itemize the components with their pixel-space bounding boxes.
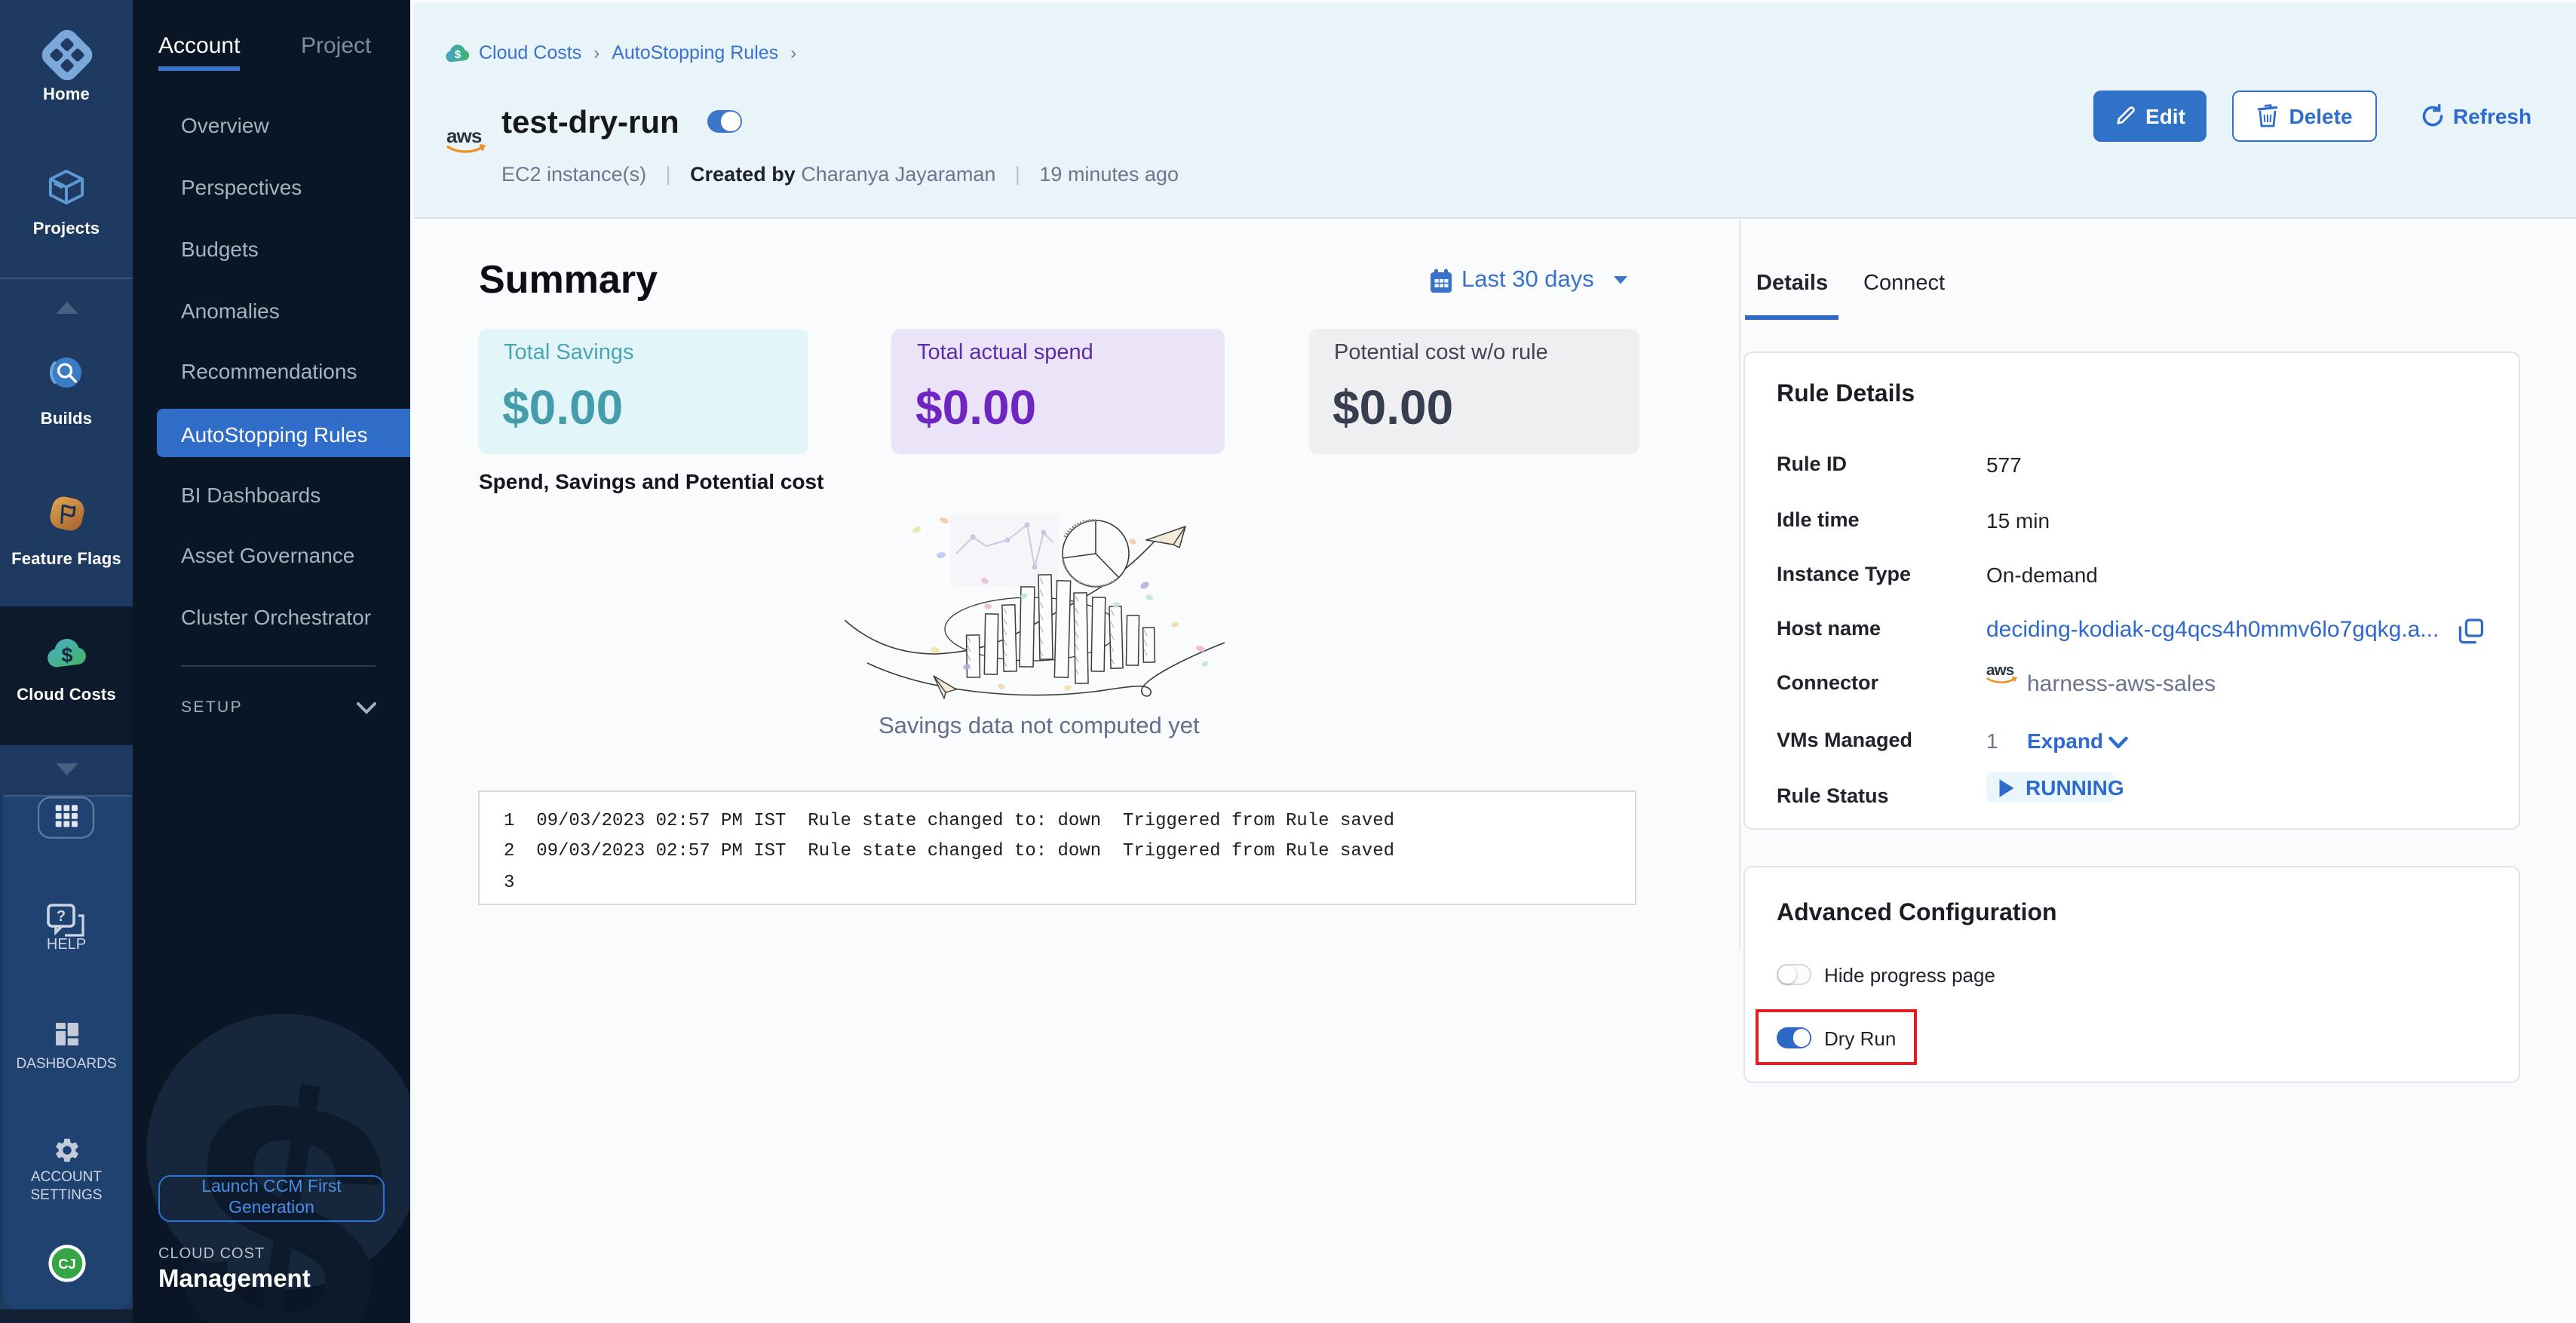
svg-text:$: $: [454, 48, 460, 60]
svg-text:?: ?: [57, 908, 66, 925]
svg-text:CJ: CJ: [57, 1255, 75, 1271]
svg-text:aws: aws: [1986, 662, 2014, 679]
svg-text:aws: aws: [446, 124, 481, 147]
svg-text:$: $: [60, 643, 72, 666]
